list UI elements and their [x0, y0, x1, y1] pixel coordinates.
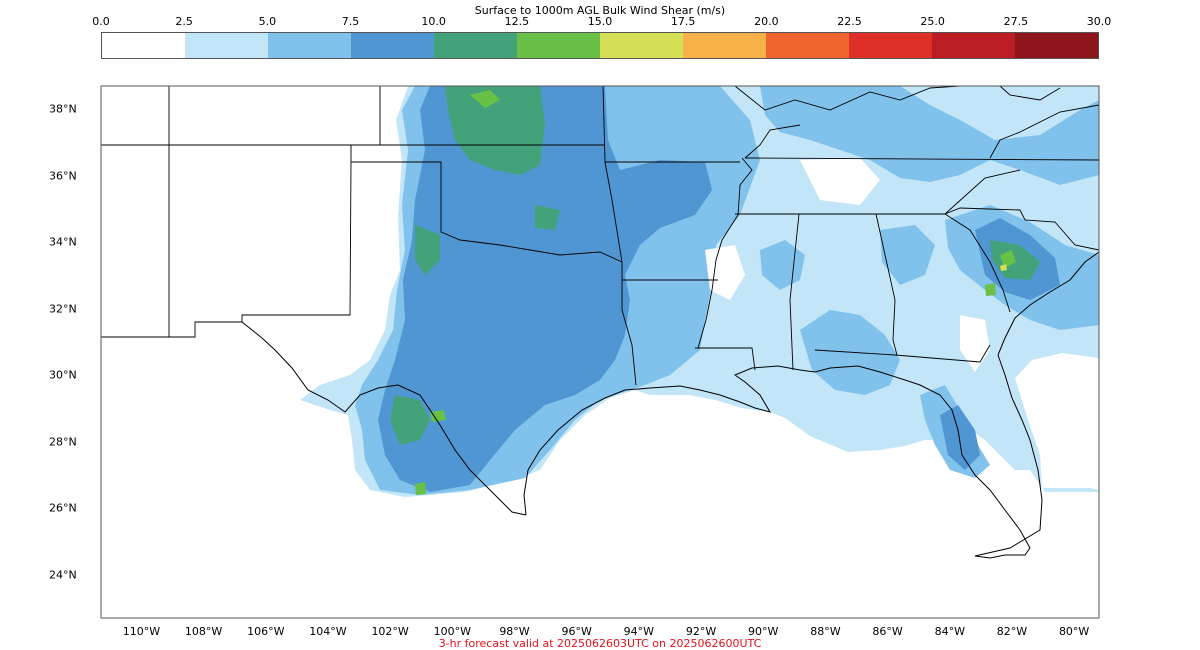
border-nc-tn: [944, 169, 1021, 215]
latitude-label: 26°N: [49, 501, 77, 515]
longitude-label: 110°W: [122, 625, 161, 638]
colorbar-tick-label: 5.0: [258, 15, 277, 28]
colorbar-segment: [434, 33, 517, 58]
border-ky-va: [989, 104, 1100, 159]
border-mississippi-river: [697, 157, 753, 349]
shear-spot-green-4: [985, 283, 996, 296]
colorbar-tick-label: 25.0: [920, 15, 945, 28]
latitude-label: 24°N: [49, 568, 77, 582]
colorbar-tick-label: 0.0: [92, 15, 110, 28]
longitude-label: 90°W: [748, 625, 779, 638]
shear-spot-green-5: [415, 482, 426, 495]
shear-spot-green-3: [1000, 250, 1016, 268]
coastline: [241, 251, 1100, 559]
border-texas-louisiana: [621, 280, 637, 386]
shear-band-medium-east: [760, 86, 1099, 185]
border-kentucky: [744, 124, 801, 159]
longitude-label: 82°W: [996, 625, 1028, 638]
border-alabama-georgia: [875, 213, 898, 356]
shear-spot-yellow: [1000, 264, 1007, 271]
shear-spot-green-2: [430, 410, 446, 422]
shear-band-teal-3: [390, 395, 430, 445]
shear-band-teal-2: [415, 225, 440, 275]
shear-band-dark-florida: [940, 405, 980, 470]
state-borders: [101, 85, 1100, 386]
colorbar-tick-label: 30.0: [1086, 15, 1112, 28]
latitude-label: 28°N: [49, 435, 77, 449]
longitude-label: 92°W: [685, 625, 717, 638]
colorbar-tick-label: 22.5: [837, 15, 862, 28]
colorbar-tick-label: 7.5: [341, 15, 360, 28]
border-wv: [999, 85, 1061, 101]
latitude-label: 36°N: [49, 169, 77, 183]
border-kansas-missouri: [602, 85, 623, 263]
border-nc-sc: [944, 207, 1100, 251]
shear-band-medium-georgia: [880, 225, 935, 285]
longitude-label: 84°W: [934, 625, 965, 638]
colorbar-segment: [351, 33, 434, 58]
coast-texas-gulf: [523, 365, 859, 516]
colorbar-segment: [1015, 33, 1098, 58]
latitude-label: 38°N: [49, 102, 77, 116]
colorbar-segment: [185, 33, 268, 58]
border-tennessee-north: [744, 157, 1100, 161]
border-newmexico-texas: [101, 145, 352, 338]
border-oklahoma-panhandle: [351, 161, 623, 280]
colorbar-tick-label: 17.5: [670, 15, 696, 28]
latitude-label: 30°N: [49, 368, 77, 382]
longitude-label: 88°W: [810, 625, 841, 638]
colorbar: [101, 32, 1099, 59]
colorbar-tick-label: 2.5: [175, 15, 193, 28]
colorbar-tick-label: 27.5: [1003, 15, 1029, 28]
shear-band-medium-alabama: [760, 240, 805, 290]
border-georgia-sc: [944, 213, 1011, 313]
colorbar-tick-label: 20.0: [754, 15, 779, 28]
latitude-label: 32°N: [49, 302, 77, 316]
border-florida-north: [814, 344, 991, 363]
longitude-label: 96°W: [561, 625, 592, 638]
shear-band-teal: [445, 86, 545, 175]
shear-band-dark: [378, 86, 712, 492]
colorbar-segment: [683, 33, 766, 58]
colorbar-tick-label: 12.5: [504, 15, 530, 28]
colorbar-segment: [932, 33, 1015, 58]
colorbar-segment: [849, 33, 932, 58]
longitude-label: 106°W: [247, 625, 285, 638]
shear-spot-green-1: [470, 90, 500, 108]
forecast-caption: 3-hr forecast valid at 2025062603UTC on …: [438, 637, 762, 650]
shear-hole-4: [1012, 475, 1028, 490]
longitude-label: 100°W: [433, 625, 471, 638]
longitude-label: 98°W: [499, 625, 530, 638]
coast-florida: [857, 354, 1043, 559]
longitude-label: 86°W: [872, 625, 903, 638]
shear-hole-2: [800, 158, 880, 205]
longitude-label: 104°W: [309, 625, 347, 638]
shear-hole-1: [705, 245, 745, 300]
colorbar-segment: [600, 33, 683, 58]
latitude-label: 34°N: [49, 235, 77, 249]
colorbar-segment: [766, 33, 849, 58]
longitude-label: 94°W: [623, 625, 655, 638]
shear-field: [300, 86, 1099, 497]
colorbar-tick-label: 15.0: [587, 15, 613, 28]
shear-band-teal-5: [535, 205, 560, 230]
colorbar-tick-labels: 0.0 2.5 5.0 7.5 10.0 12.5 15.0 17.5 20.0 22.5 25.0…: [0, 15, 1200, 29]
colorbar-segment: [517, 33, 600, 58]
colorbar-tick-label: 10.0: [421, 15, 446, 28]
longitude-label: 102°W: [371, 625, 409, 638]
colorbar-segment: [102, 33, 185, 58]
map-frame: [100, 85, 1100, 619]
longitude-label: 108°W: [184, 625, 223, 638]
coast-rio-grande: [241, 321, 527, 516]
colorbar-segment: [268, 33, 351, 58]
longitude-label: 80°W: [1058, 625, 1090, 638]
coast-atlantic: [997, 251, 1100, 356]
border-mississippi-alabama: [789, 213, 800, 371]
border-louisiana-south: [695, 347, 756, 371]
border-ohio-river: [734, 85, 961, 111]
map-title: Surface to 1000m AGL Bulk Wind Shear (m/…: [474, 4, 726, 17]
